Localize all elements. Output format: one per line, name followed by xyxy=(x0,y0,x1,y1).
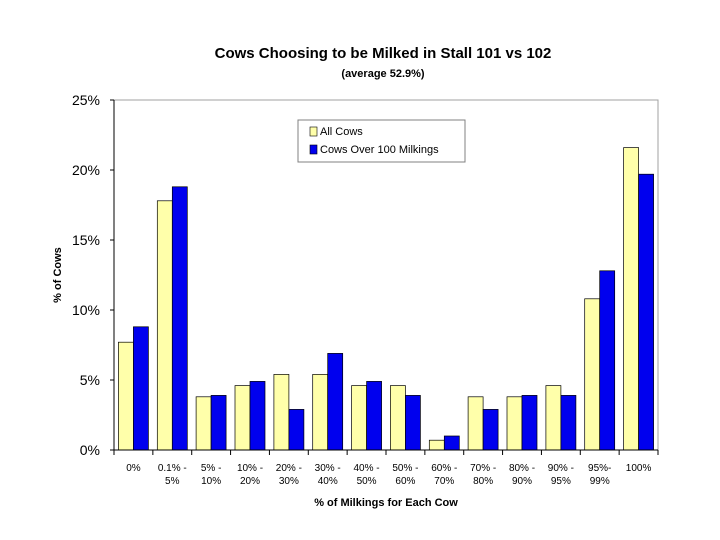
legend: All Cows Cows Over 100 Milkings xyxy=(297,119,466,163)
bar-series-1-cat-1 xyxy=(171,186,188,451)
x-tick-label: 20% -30% xyxy=(276,463,302,487)
bar-series-0-cat-3 xyxy=(234,385,251,451)
y-tick-label: 0% xyxy=(80,442,100,458)
bar-series-1-cat-10 xyxy=(521,395,538,451)
x-tick-label: 10% -20% xyxy=(237,463,263,487)
bar-series-1-cat-9 xyxy=(482,409,499,451)
bar-series-1-cat-7 xyxy=(405,395,421,451)
bar-series-0-cat-10 xyxy=(506,396,523,451)
bar-series-0-cat-2 xyxy=(195,396,212,451)
bar-series-1-cat-11 xyxy=(560,395,577,451)
x-tick-label: 0% xyxy=(126,463,141,474)
x-tick-label: 60% -70% xyxy=(431,463,457,487)
x-axis-label: % of Milkings for Each Cow xyxy=(314,497,458,509)
bar-series-0-cat-4 xyxy=(273,374,290,451)
x-tick-label: 0.1% -5% xyxy=(158,463,187,487)
chart-subtitle: (average 52.9%) xyxy=(341,68,424,80)
x-tick-label: 30% -40% xyxy=(315,463,341,487)
y-tick-label: 5% xyxy=(80,372,100,388)
bar-series-0-cat-6 xyxy=(351,385,367,451)
legend-swatch-all-cows xyxy=(309,126,318,137)
legend-swatch-cows-over-100 xyxy=(309,144,318,155)
y-tick-label: 20% xyxy=(72,162,100,178)
x-tick-label: 40% -50% xyxy=(354,463,380,487)
bar-series-1-cat-8 xyxy=(443,435,460,451)
x-tick-label: 90% -95% xyxy=(548,463,574,487)
bar-series-0-cat-8 xyxy=(428,439,445,451)
y-tick-label: 10% xyxy=(72,302,100,318)
chart-title: Cows Choosing to be Milked in Stall 101 … xyxy=(215,45,552,62)
y-tick-label: 25% xyxy=(72,92,100,108)
bar-series-0-cat-5 xyxy=(312,374,329,451)
bar-series-1-cat-3 xyxy=(249,381,266,451)
bar-series-1-cat-4 xyxy=(288,409,305,451)
y-tick-label: 15% xyxy=(72,232,100,248)
bar-series-0-cat-1 xyxy=(156,200,173,451)
x-tick-label: 100% xyxy=(626,463,652,474)
bar-series-0-cat-7 xyxy=(390,385,406,451)
legend-label-cows-over-100: Cows Over 100 Milkings xyxy=(320,144,439,156)
bar-series-0-cat-9 xyxy=(467,396,484,451)
bar-series-0-cat-0 xyxy=(118,341,134,451)
x-tick-label: 5% -10% xyxy=(201,463,222,487)
bar-series-1-cat-0 xyxy=(133,326,149,451)
bar-series-0-cat-13 xyxy=(623,147,639,451)
bar-series-0-cat-11 xyxy=(545,385,562,451)
y-axis-label: % of Cows xyxy=(52,247,64,303)
x-tick-label: 70% -80% xyxy=(470,463,496,487)
bar-series-1-cat-2 xyxy=(210,395,227,451)
bar-series-1-cat-12 xyxy=(599,270,616,451)
legend-box xyxy=(297,119,466,163)
x-tick-label: 95%-99% xyxy=(588,463,611,487)
bar-series-0-cat-12 xyxy=(584,298,601,451)
bar-series-1-cat-13 xyxy=(638,173,654,451)
bar-series-1-cat-6 xyxy=(366,381,382,451)
legend-label-all-cows: All Cows xyxy=(320,126,363,138)
x-tick-label: 80% -90% xyxy=(509,463,535,487)
x-tick-label: 50% -60% xyxy=(392,463,418,487)
bar-series-1-cat-5 xyxy=(327,353,344,451)
